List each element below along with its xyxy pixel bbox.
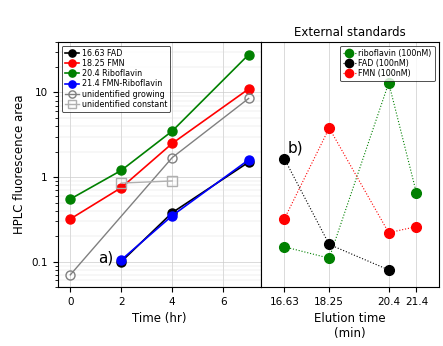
21.4 FMN-Riboflavin: [170, 213, 175, 218]
Text: b): b): [288, 140, 303, 155]
Line: 21.4 FMN-Riboflavin: 21.4 FMN-Riboflavin: [117, 155, 253, 264]
Legend: riboflavin (100nM), FAD (100nM), FMN (100nM): riboflavin (100nM), FAD (100nM), FMN (10…: [340, 46, 435, 81]
21.4 FMN-Riboflavin: [119, 258, 124, 262]
unidentified constant: [170, 179, 175, 183]
FMN (100nM): [414, 225, 419, 229]
16.63 FAD: [246, 160, 251, 164]
unidentified constant: [119, 181, 124, 185]
18.25 FMN: [68, 217, 73, 221]
18.25 FMN: [246, 87, 251, 91]
riboflavin (100nM): [326, 256, 332, 260]
riboflavin (100nM): [414, 191, 419, 195]
X-axis label: Elution time
(min): Elution time (min): [314, 312, 386, 340]
FMN (100nM): [326, 126, 332, 130]
unidentified growing: [68, 273, 73, 277]
20.4 Riboflavin: [170, 129, 175, 133]
Title: External standards: External standards: [294, 26, 406, 39]
FAD (100nM): [386, 268, 392, 272]
FMN (100nM): [282, 217, 287, 221]
16.63 FAD: [119, 260, 124, 264]
Legend: 16.63 FAD, 18.25 FMN, 20.4 Riboflavin, 21.4 FMN-Riboflavin, unidentified growing: 16.63 FAD, 18.25 FMN, 20.4 Riboflavin, 2…: [62, 46, 171, 112]
Line: unidentified growing: unidentified growing: [66, 94, 253, 279]
Line: FAD (100nM): FAD (100nM): [280, 154, 393, 275]
16.63 FAD: [170, 211, 175, 215]
X-axis label: Time (hr): Time (hr): [132, 312, 187, 326]
riboflavin (100nM): [386, 81, 392, 85]
FMN (100nM): [386, 231, 392, 235]
unidentified growing: [246, 97, 251, 101]
Y-axis label: HPLC fluorescence area: HPLC fluorescence area: [13, 94, 26, 234]
Line: riboflavin (100nM): riboflavin (100nM): [280, 78, 421, 263]
Line: FMN (100nM): FMN (100nM): [280, 123, 421, 238]
Line: 20.4 Riboflavin: 20.4 Riboflavin: [66, 50, 253, 203]
18.25 FMN: [119, 185, 124, 190]
20.4 Riboflavin: [119, 168, 124, 172]
20.4 Riboflavin: [246, 53, 251, 57]
21.4 FMN-Riboflavin: [246, 158, 251, 162]
Line: 18.25 FMN: 18.25 FMN: [66, 84, 253, 224]
unidentified growing: [170, 155, 175, 160]
Line: 16.63 FAD: 16.63 FAD: [117, 158, 253, 266]
FAD (100nM): [326, 242, 332, 246]
riboflavin (100nM): [282, 245, 287, 249]
18.25 FMN: [170, 141, 175, 145]
Text: a): a): [98, 251, 113, 266]
Line: unidentified constant: unidentified constant: [117, 176, 177, 188]
20.4 Riboflavin: [68, 197, 73, 201]
FAD (100nM): [282, 157, 287, 161]
